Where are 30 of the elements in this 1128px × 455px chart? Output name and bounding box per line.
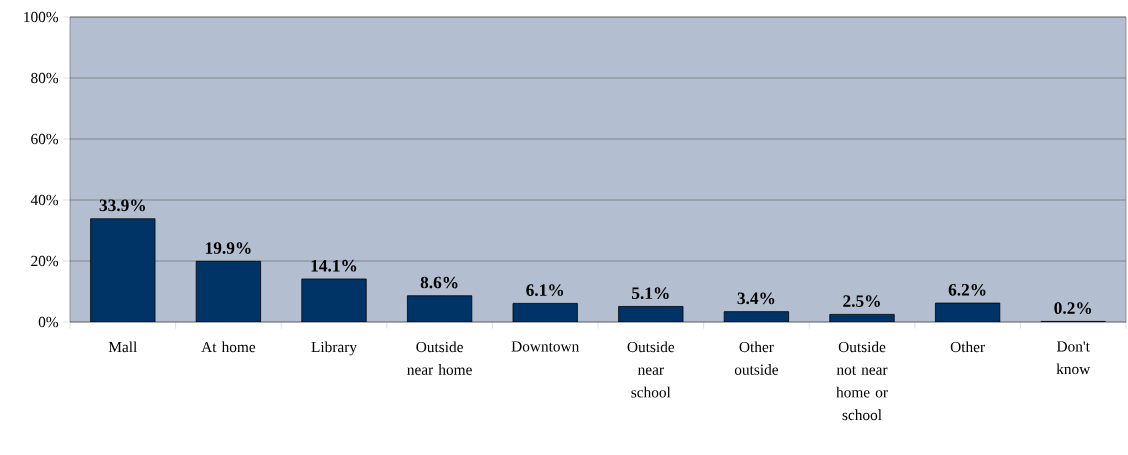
bar — [407, 295, 473, 322]
x-tick-label: Other — [950, 341, 985, 353]
y-tick-label: 20% — [31, 255, 59, 267]
x-tick-label: Downtown — [511, 341, 580, 352]
y-tick-label: 0% — [38, 316, 59, 328]
x-tick-label: Mall — [108, 341, 137, 353]
y-tick-label: 40% — [30, 194, 59, 206]
data-label: 0.2% — [1054, 302, 1092, 315]
data-label: 6.2% — [948, 283, 986, 296]
x-tick-label: Outside near school — [627, 341, 675, 398]
data-label: 33.9% — [99, 199, 146, 212]
bar — [301, 278, 367, 322]
data-label: 6.1% — [526, 284, 564, 297]
data-label: 19.9% — [205, 242, 251, 254]
y-tick-label: 80% — [31, 72, 59, 84]
x-tick-label: Library — [311, 341, 357, 356]
data-label: 8.6% — [420, 276, 458, 289]
x-tick-label: Outside near home — [407, 341, 472, 375]
data-label: 5.1% — [632, 287, 669, 300]
data-label: 14.1% — [311, 259, 357, 272]
x-tick-label: Other outside — [734, 341, 779, 375]
x-tick-label: Outside not near home or school — [836, 341, 888, 421]
bar — [90, 218, 156, 322]
data-label: 2.5% — [843, 295, 880, 308]
bar — [195, 260, 262, 322]
data-label: 3.4% — [737, 292, 775, 305]
x-tick-label: At home — [201, 341, 256, 353]
y-tick-label: 60% — [31, 133, 59, 145]
x-tick-label: Don't know — [1056, 341, 1091, 375]
y-tick-label: 100% — [24, 11, 59, 23]
